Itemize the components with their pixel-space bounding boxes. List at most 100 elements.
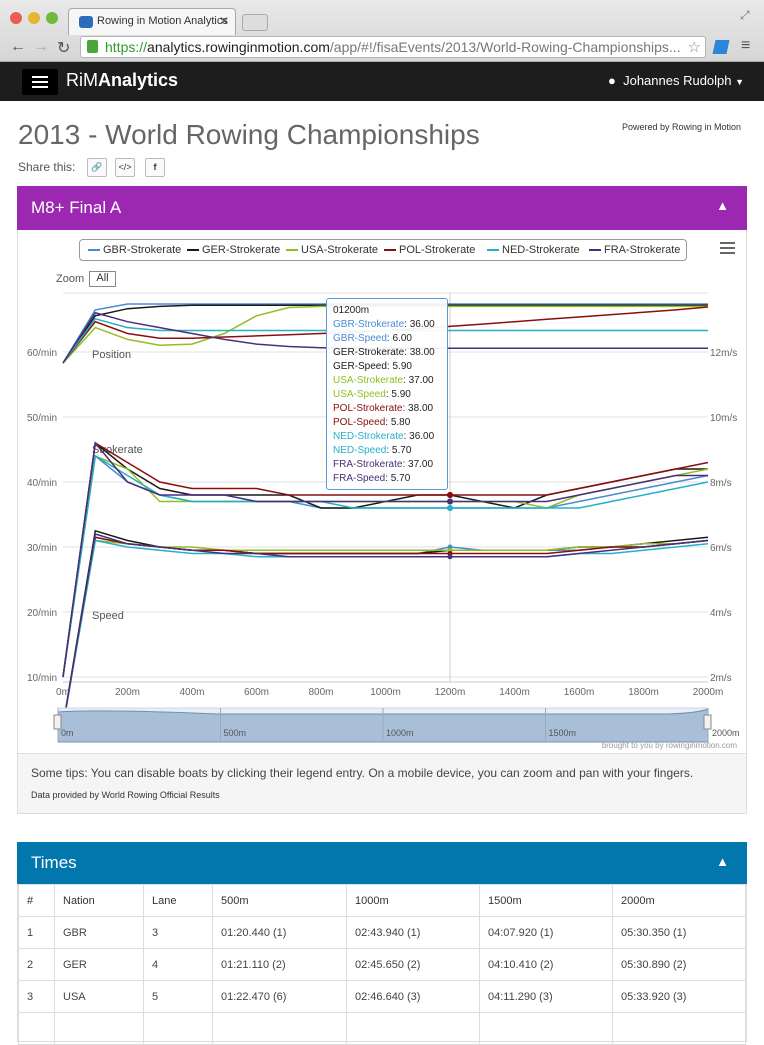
- navigator-label: 1500m: [549, 728, 577, 738]
- legend-fra[interactable]: FRA-Strokerate: [589, 244, 680, 256]
- strokerate-point-ned: [447, 505, 453, 511]
- browser-tab[interactable]: Rowing in Motion Analytics ✕: [68, 8, 236, 35]
- share-link-button[interactable]: 🔗: [87, 158, 107, 177]
- y-tick-label: 10m/s: [710, 413, 737, 424]
- x-tick-label: 1200m: [435, 687, 466, 698]
- tooltip-series-label: NED-Speed: [333, 445, 387, 456]
- cell: USA: [54, 980, 144, 1013]
- cell: 3: [143, 916, 213, 949]
- table-row: 1 GBR 3 01:20.440 (1) 02:43.940 (1) 04:07.920…: [18, 916, 746, 949]
- tooltip-row: GBR-Speed: 6.00: [333, 332, 441, 346]
- tips-text: Some tips: You can disable boats by clic…: [31, 766, 694, 780]
- tooltip-row: USA-Speed: 5.90: [333, 388, 441, 402]
- cell: 2: [18, 948, 55, 981]
- back-icon[interactable]: ←: [10, 38, 26, 55]
- legend-pol[interactable]: POL-Strokerate: [384, 244, 475, 256]
- source-link[interactable]: World Rowing Official Results: [101, 790, 220, 800]
- minimize-window-icon[interactable]: [28, 12, 40, 24]
- address-bar[interactable]: https://analytics.rowinginmotion.com/app…: [80, 36, 706, 58]
- series-annotation: Strokerate: [92, 444, 143, 456]
- race-title: M8+ Final A: [31, 198, 122, 217]
- brand-bold: Analytics: [98, 70, 179, 90]
- zoom-label: Zoom: [56, 273, 85, 285]
- y-tick-label: 2m/s: [710, 673, 732, 684]
- legend-gbr[interactable]: GBR-Strokerate: [88, 244, 181, 256]
- y-tick-label: 20/min: [27, 608, 57, 619]
- page-title: 2013 - World Rowing Championships: [18, 119, 480, 150]
- reload-icon[interactable]: ↻: [57, 40, 71, 57]
- race-chart[interactable]: 60/min 50/min 40/min 30/min 20/min 10/min 12m/…: [18, 231, 746, 751]
- legend-label: USA-Strokerate: [301, 244, 379, 256]
- collapse-icon[interactable]: ▲: [716, 854, 729, 869]
- tooltip-row: NED-Speed: 5.70: [333, 444, 441, 458]
- collapse-icon[interactable]: ▲: [716, 198, 729, 213]
- x-tick-label: 1000m: [370, 687, 401, 698]
- chart-credit: brought to you by rowinginmotion.com: [602, 741, 738, 750]
- tooltip-value: : 38.00: [402, 403, 434, 414]
- cell: 05:30.890 (2): [612, 948, 746, 981]
- y-tick-label: 12m/s: [710, 348, 737, 359]
- fullscreen-icon[interactable]: ⤢: [740, 8, 750, 22]
- cell: 05:33.920 (3): [612, 980, 746, 1013]
- y-tick-label: 40/min: [27, 478, 57, 489]
- x-tick-label: 800m: [308, 687, 333, 698]
- new-tab-button[interactable]: [242, 14, 268, 31]
- share-embed-button[interactable]: </>: [115, 158, 135, 177]
- legend-label: POL-Strokerate: [399, 244, 476, 256]
- brand-light: RiM: [66, 70, 98, 90]
- user-icon: ●: [608, 73, 616, 88]
- times-panel-header[interactable]: Times ▲: [17, 842, 747, 884]
- legend-ned[interactable]: NED-Strokerate: [487, 244, 580, 256]
- zoom-all-button[interactable]: All: [89, 271, 116, 287]
- legend-label: GBR-Strokerate: [103, 244, 182, 256]
- chart-menu-button[interactable]: [720, 242, 735, 257]
- col-500m: 500m: [212, 884, 347, 917]
- extension-icon[interactable]: [712, 40, 730, 54]
- forward-icon[interactable]: →: [33, 38, 49, 55]
- col-2000m: 2000m: [612, 884, 746, 917]
- data-source: Data provided by World Rowing Official R…: [31, 790, 746, 800]
- hamburger-menu-button[interactable]: [22, 69, 58, 95]
- source-prefix: Data provided by: [31, 790, 100, 800]
- maximize-window-icon[interactable]: [46, 12, 58, 24]
- tooltip-value: : 37.00: [402, 459, 434, 470]
- brand-logo[interactable]: RiMAnalytics: [66, 70, 178, 91]
- share-facebook-button[interactable]: f: [145, 158, 165, 177]
- tooltip-series-label: GBR-Strokerate: [333, 319, 405, 330]
- navigator-label: 1000m: [386, 728, 414, 738]
- y-tick-label: 8m/s: [710, 478, 732, 489]
- col-rank: #: [18, 884, 55, 917]
- race-panel-header[interactable]: M8+ Final A ▲: [17, 186, 747, 230]
- table-row: [18, 1012, 746, 1045]
- legend-usa[interactable]: USA-Strokerate: [286, 244, 378, 256]
- url-host: analytics.rowinginmotion.com: [147, 39, 330, 55]
- col-nation: Nation: [54, 884, 144, 917]
- browser-chrome: Rowing in Motion Analytics ✕ ⤢ ← → ↻ htt…: [0, 0, 764, 62]
- strokerate-line-fra: [62, 441, 708, 678]
- bookmark-star-icon[interactable]: ☆: [687, 39, 701, 56]
- browser-menu-icon[interactable]: ≡: [741, 37, 751, 54]
- speed-line-usa: [62, 539, 709, 726]
- user-menu[interactable]: ● Johannes Rudolph ▼: [608, 73, 744, 88]
- close-window-icon[interactable]: [10, 12, 22, 24]
- chart-legend: GBR-Strokerate GER-Strokerate USA-Stroke…: [79, 239, 687, 261]
- strokerate-line-ned: [62, 454, 709, 678]
- link-icon: 🔗: [91, 162, 103, 172]
- y-tick-label: 50/min: [27, 413, 57, 424]
- cell: GBR: [54, 916, 144, 949]
- x-tick-label: 600m: [244, 687, 269, 698]
- tips-box: Some tips: You can disable boats by clic…: [18, 753, 746, 813]
- lock-icon: [87, 40, 98, 53]
- tooltip-series-label: USA-Speed: [333, 389, 386, 400]
- close-tab-icon[interactable]: ✕: [218, 14, 229, 28]
- navigator-left-handle[interactable]: [53, 714, 62, 730]
- speed-point-fra: [447, 554, 453, 560]
- navigator-right-handle[interactable]: [703, 714, 712, 730]
- cell: 01:22.470 (6): [212, 980, 347, 1013]
- legend-ger[interactable]: GER-Strokerate: [187, 244, 280, 256]
- facebook-icon: f: [153, 162, 157, 172]
- strokerate-point-fra: [447, 498, 453, 505]
- cell: 02:43.940 (1): [346, 916, 480, 949]
- tooltip-row: FRA-Speed: 5.70: [333, 472, 441, 486]
- tooltip-rows: GBR-Strokerate: 36.00 GBR-Speed: 6.00 GER-…: [333, 318, 441, 486]
